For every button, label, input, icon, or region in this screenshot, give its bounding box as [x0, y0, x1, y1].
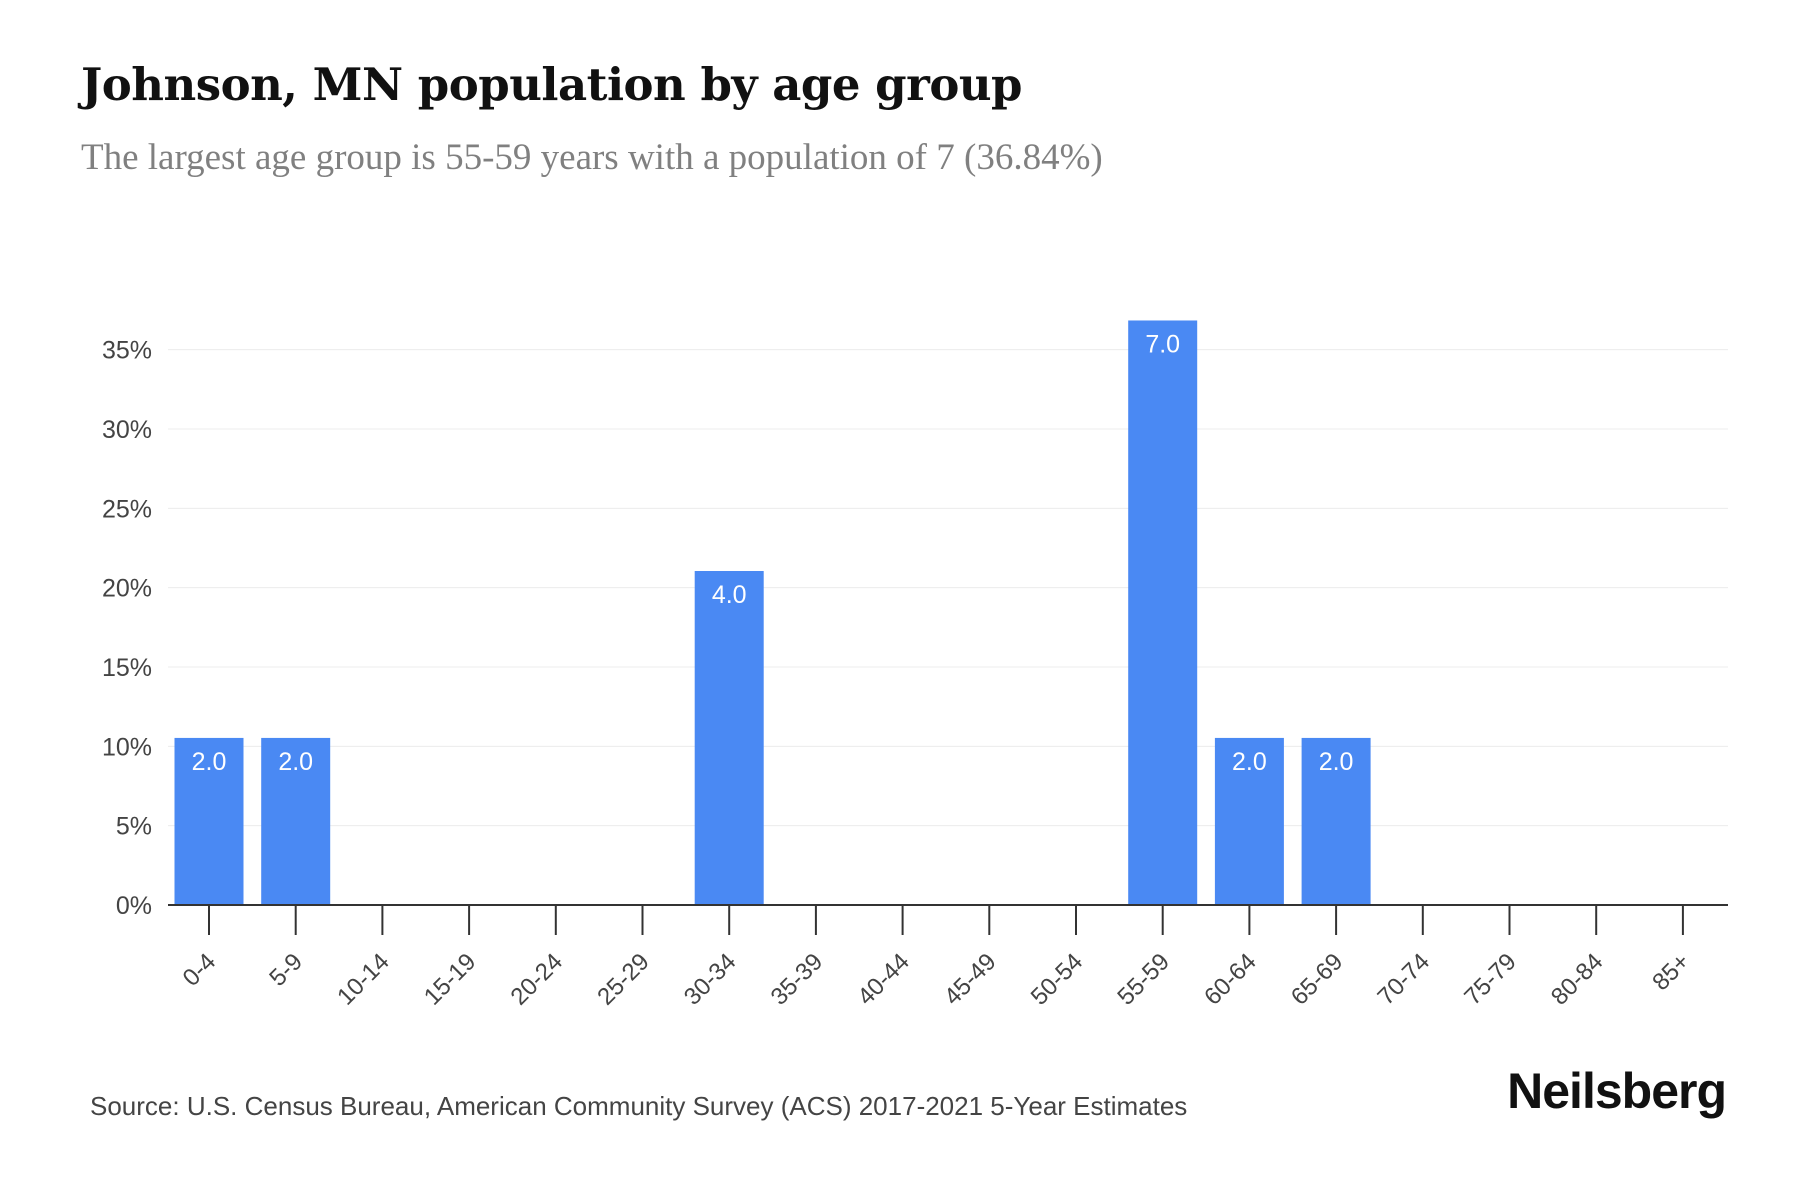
y-tick-label: 20%: [102, 575, 152, 603]
x-tick-label: 50-54: [1026, 948, 1089, 1011]
x-tick-label: 55-59: [1112, 948, 1175, 1011]
bar: [694, 571, 764, 905]
x-tick-label: 40-44: [852, 948, 915, 1011]
bar-value-label: 2.0: [192, 748, 227, 776]
bar: [261, 737, 331, 905]
bar-value-label: 4.0: [712, 581, 747, 609]
x-tick-label: 15-19: [419, 948, 482, 1011]
x-tick-label: 45-49: [939, 948, 1002, 1011]
bar: [1301, 737, 1371, 905]
y-tick-label: 30%: [102, 416, 152, 444]
y-tick-label: 0%: [116, 892, 152, 920]
bar: [1214, 737, 1284, 905]
bar-value-labels: 2.0 2.0 4.0 7.0 2.0 2.0: [192, 330, 1354, 775]
x-tick-label: 75-79: [1459, 948, 1522, 1011]
chart-subtitle: The largest age group is 55-59 years wit…: [81, 137, 1103, 178]
x-axis: 0-4 5-9 10-14 15-19 20-24 25-29 30-34 35-39 40-4…: [168, 904, 1728, 1011]
bar-value-label: 2.0: [278, 748, 313, 776]
x-tick-label: 25-29: [592, 948, 655, 1011]
x-tick-label: 70-74: [1373, 948, 1436, 1011]
bar-value-label: 2.0: [1319, 748, 1354, 776]
brand-logo: Neilsberg: [1507, 1063, 1727, 1119]
x-tick-label: 30-34: [679, 948, 742, 1011]
x-tick-label: 60-64: [1199, 948, 1262, 1011]
x-tick-label: 35-39: [766, 948, 829, 1011]
x-tick-label: 10-14: [332, 948, 395, 1011]
x-tick-label: 65-69: [1286, 948, 1349, 1011]
x-tick-label: 5-9: [264, 948, 308, 992]
y-tick-label: 10%: [102, 733, 152, 761]
y-tick-label: 15%: [102, 654, 152, 682]
x-tick-label: 20-24: [506, 948, 569, 1011]
y-tick-label: 5%: [116, 813, 152, 841]
chart-title: Johnson, MN population by age group: [81, 58, 1023, 111]
y-tick-label: 25%: [102, 495, 152, 523]
y-axis-ticks: 0% 5% 10% 15% 20% 25% 30% 35%: [102, 337, 152, 920]
bar-value-label: 7.0: [1145, 330, 1180, 358]
bar: [174, 737, 244, 905]
y-tick-label: 35%: [102, 337, 152, 365]
x-tick-label: 85+: [1647, 948, 1695, 996]
source-note: Source: U.S. Census Bureau, American Com…: [90, 1091, 1188, 1121]
x-tick-label: 0-4: [178, 948, 222, 992]
grid-lines: [168, 349, 1728, 827]
bar-value-label: 2.0: [1232, 748, 1267, 776]
bars: [174, 320, 1371, 905]
bar: [1128, 320, 1198, 905]
x-tick-label: 80-84: [1546, 948, 1609, 1011]
